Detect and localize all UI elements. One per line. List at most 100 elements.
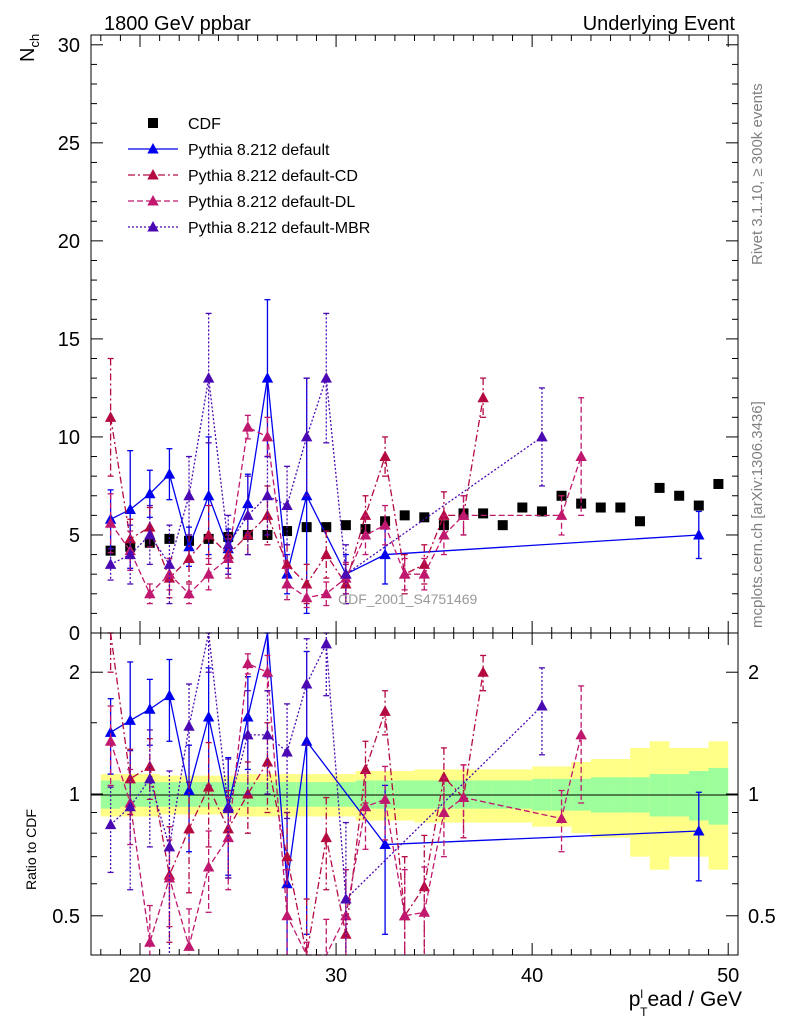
data-point bbox=[104, 726, 117, 737]
data-point bbox=[163, 558, 176, 569]
series-pythia-8-212-default-mbr bbox=[104, 632, 548, 955]
data-point bbox=[183, 552, 195, 563]
data-point bbox=[340, 520, 351, 531]
main-axis-ticks: 0 5 10 15 20 25 30 bbox=[58, 35, 738, 645]
data-point bbox=[144, 528, 156, 540]
stat-uncertainty-band bbox=[336, 782, 356, 807]
data-point bbox=[104, 411, 117, 422]
data-point bbox=[104, 558, 117, 569]
x-tick-label: 20 bbox=[129, 965, 151, 987]
rivet-label: Rivet 3.1.10, ≥ 300k events bbox=[749, 83, 766, 265]
data-point bbox=[124, 800, 136, 812]
data-point bbox=[379, 705, 391, 716]
data-point bbox=[555, 812, 568, 823]
data-point bbox=[536, 700, 548, 711]
x-tick-label: 50 bbox=[717, 965, 739, 987]
ratio-panel: 0.5 0.5 1 1 2 2 20 30 40 50 Ratio to CDF pl Tead /… bbox=[23, 632, 776, 1019]
data-point bbox=[340, 568, 352, 579]
data-point bbox=[144, 936, 156, 947]
main-series-layer bbox=[104, 299, 724, 615]
legend-marker bbox=[147, 221, 159, 232]
data-point bbox=[320, 637, 332, 649]
ratio-ylabel: Ratio to CDF bbox=[23, 809, 39, 890]
series-line-pythia-8-212-default bbox=[110, 378, 699, 576]
x-axis-label-p: p bbox=[629, 988, 641, 1011]
data-point bbox=[379, 450, 391, 462]
ratio-y-tick-label-left: 2 bbox=[69, 662, 80, 684]
x-axis-label-sup: l bbox=[640, 987, 643, 1001]
analysis-label: CDF_2001_S4751469 bbox=[338, 591, 478, 607]
data-point bbox=[713, 478, 724, 489]
data-point bbox=[124, 548, 136, 560]
data-point bbox=[457, 791, 470, 803]
data-point bbox=[183, 784, 195, 796]
data-point bbox=[261, 489, 274, 501]
data-point bbox=[438, 806, 450, 818]
data-point bbox=[300, 678, 313, 689]
data-point bbox=[124, 714, 136, 725]
ratio-y-tick-label-left: 0.5 bbox=[52, 906, 80, 928]
data-point bbox=[693, 528, 705, 540]
data-point bbox=[242, 657, 254, 669]
data-point bbox=[654, 482, 665, 493]
legend-marker bbox=[147, 143, 159, 154]
ratio-axis-ticks: 0.5 0.5 1 1 2 2 20 30 40 50 bbox=[52, 633, 776, 987]
header-right-title: Underlying Event bbox=[583, 13, 736, 35]
stat-uncertainty-band bbox=[316, 782, 337, 807]
data-point bbox=[183, 940, 195, 951]
series-line-pythia-8-212-default bbox=[110, 632, 699, 884]
y-tick-label: 5 bbox=[69, 525, 80, 547]
data-point bbox=[300, 577, 313, 589]
data-point bbox=[163, 689, 176, 701]
data-point bbox=[144, 760, 156, 771]
data-point bbox=[693, 825, 705, 836]
y-tick-label: 30 bbox=[58, 35, 80, 57]
data-point bbox=[320, 372, 332, 383]
data-point bbox=[615, 502, 626, 513]
data-point bbox=[359, 528, 372, 540]
data-point bbox=[242, 788, 254, 799]
legend-marker bbox=[147, 169, 159, 180]
data-point bbox=[261, 509, 274, 520]
data-point bbox=[359, 800, 372, 812]
legend-entry-pythia-8-212-default: Pythia 8.212 default bbox=[128, 142, 330, 159]
data-point bbox=[438, 771, 450, 782]
series-line-pythia-8-212-default-cd bbox=[109, 397, 484, 586]
data-point bbox=[575, 728, 587, 740]
data-point bbox=[124, 772, 136, 784]
data-point bbox=[104, 517, 117, 528]
data-point bbox=[242, 728, 254, 740]
legend: CDF Pythia 8.212 default Pythia 8.212 defa… bbox=[128, 116, 370, 237]
data-point bbox=[399, 510, 410, 521]
legend-entry-cdf: CDF bbox=[148, 116, 221, 133]
y-tick-label: 25 bbox=[58, 133, 80, 155]
y-tick-label: 0 bbox=[69, 623, 80, 645]
data-point bbox=[104, 818, 117, 830]
data-point bbox=[163, 468, 176, 479]
data-point bbox=[576, 498, 587, 509]
data-point bbox=[202, 489, 215, 501]
y-tick-label: 20 bbox=[58, 231, 80, 253]
data-point bbox=[379, 793, 391, 804]
series-pythia-8-212-default-dl bbox=[104, 397, 587, 609]
data-point bbox=[281, 558, 293, 569]
data-point bbox=[281, 577, 293, 589]
data-point bbox=[320, 831, 332, 843]
data-point bbox=[202, 710, 215, 722]
header-left-title: 1800 GeV ppbar bbox=[104, 13, 251, 35]
legend-entry-pythia-8-212-default-mbr: Pythia 8.212 default-MBR bbox=[128, 220, 370, 237]
data-point bbox=[438, 528, 450, 540]
data-point bbox=[124, 503, 136, 514]
data-point bbox=[202, 528, 215, 540]
data-point bbox=[222, 552, 234, 563]
data-point bbox=[144, 772, 156, 784]
data-point bbox=[379, 548, 391, 560]
data-point bbox=[419, 512, 430, 523]
data-point bbox=[477, 391, 489, 403]
data-point bbox=[242, 497, 254, 509]
data-point bbox=[202, 568, 215, 579]
main-panel: CDF_2001_S4751469 0 5 10 15 20 25 30 Nch CDF Py… bbox=[17, 34, 739, 645]
data-point bbox=[261, 372, 274, 383]
data-point bbox=[261, 666, 274, 677]
